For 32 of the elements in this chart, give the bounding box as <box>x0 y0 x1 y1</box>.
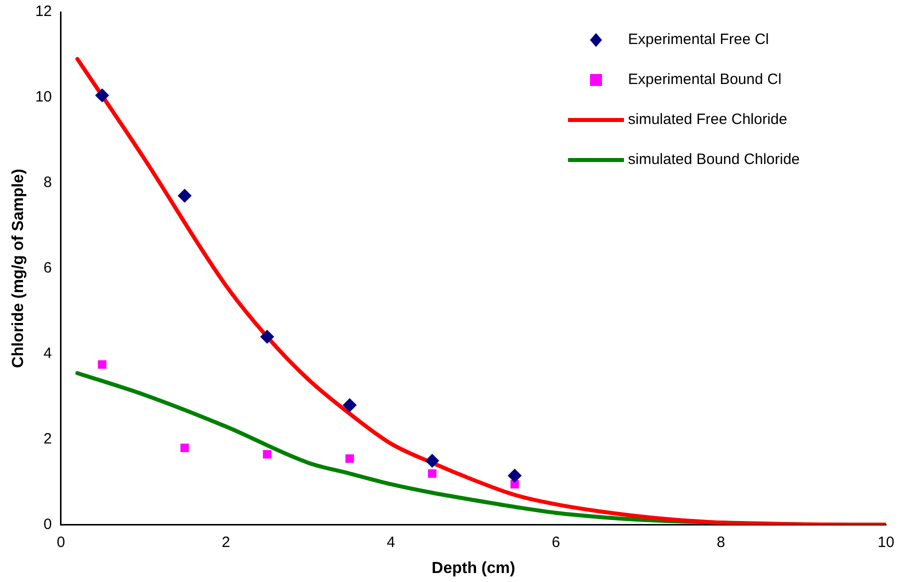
legend-label: simulated Free Chloride <box>628 111 788 128</box>
x-tick-label: 4 <box>386 534 396 551</box>
x-tick-label: 8 <box>716 534 726 551</box>
point <box>98 360 106 369</box>
x-tick-label: 10 <box>878 534 894 551</box>
point <box>425 454 440 468</box>
point <box>508 468 522 483</box>
point <box>95 88 110 102</box>
point <box>345 454 354 463</box>
point <box>510 480 519 488</box>
point <box>178 188 192 203</box>
y-tick-label: 4 <box>44 345 52 362</box>
legend-label: Experimental Free Cl <box>628 31 769 48</box>
y-tick-label: 2 <box>44 430 52 448</box>
x-tick-label: 0 <box>56 534 66 551</box>
y-tick-label: 12 <box>35 3 52 20</box>
x-tick-label: 6 <box>552 534 560 551</box>
point <box>260 330 274 344</box>
y-tick-label: 6 <box>44 260 52 277</box>
point <box>262 450 272 459</box>
legend-label: simulated Bound Chloride <box>628 151 800 168</box>
x-axis-title: Depth (cm) <box>432 560 516 577</box>
point <box>342 398 357 412</box>
legend-label: Experimental Bound Cl <box>628 71 782 88</box>
point <box>180 444 189 452</box>
y-axis-title: Chloride (mg/g of Sample) <box>10 168 28 368</box>
x-tick-label: 2 <box>222 534 230 551</box>
y-tick-label: 10 <box>35 88 52 106</box>
point <box>428 469 436 478</box>
y-tick-label: 8 <box>44 174 52 192</box>
y-tick-label: 0 <box>44 516 52 533</box>
line-series <box>75 57 886 525</box>
